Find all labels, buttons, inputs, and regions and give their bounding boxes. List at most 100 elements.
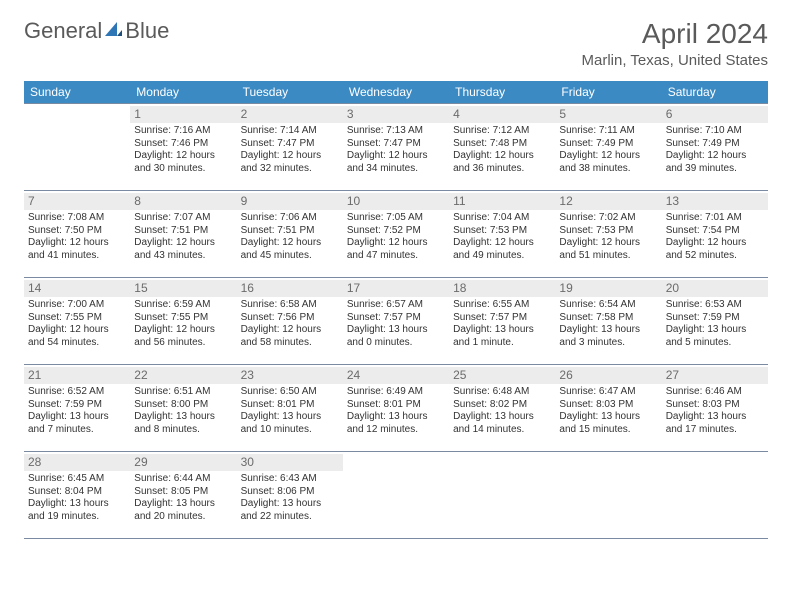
- day-sunrise: Sunrise: 6:53 AM: [666, 299, 764, 312]
- day-sunset: Sunset: 7:51 PM: [241, 225, 339, 238]
- calendar-day: 7Sunrise: 7:08 AMSunset: 7:50 PMDaylight…: [24, 191, 130, 277]
- dow-header: Friday: [555, 81, 661, 103]
- day-daylight2: and 34 minutes.: [347, 163, 445, 176]
- day-sunset: Sunset: 8:05 PM: [134, 486, 232, 499]
- day-sunset: Sunset: 7:46 PM: [134, 138, 232, 151]
- day-sunset: Sunset: 7:47 PM: [347, 138, 445, 151]
- day-sunrise: Sunrise: 7:02 AM: [559, 212, 657, 225]
- day-daylight2: and 56 minutes.: [134, 337, 232, 350]
- day-daylight2: and 45 minutes.: [241, 250, 339, 263]
- calendar-day: 24Sunrise: 6:49 AMSunset: 8:01 PMDayligh…: [343, 365, 449, 451]
- day-sunrise: Sunrise: 6:57 AM: [347, 299, 445, 312]
- dow-header: Monday: [130, 81, 236, 103]
- day-number: 5: [555, 106, 661, 123]
- day-sunset: Sunset: 7:55 PM: [134, 312, 232, 325]
- calendar-day: 30Sunrise: 6:43 AMSunset: 8:06 PMDayligh…: [237, 452, 343, 538]
- day-sunrise: Sunrise: 7:08 AM: [28, 212, 126, 225]
- day-number: 27: [662, 367, 768, 384]
- day-sunset: Sunset: 7:47 PM: [241, 138, 339, 151]
- day-daylight2: and 22 minutes.: [241, 511, 339, 524]
- day-sunset: Sunset: 7:53 PM: [559, 225, 657, 238]
- day-number: 19: [555, 280, 661, 297]
- day-daylight1: Daylight: 12 hours: [559, 150, 657, 163]
- logo-text-general: General: [24, 18, 102, 44]
- dow-header: Sunday: [24, 81, 130, 103]
- day-daylight2: and 43 minutes.: [134, 250, 232, 263]
- day-number: 23: [237, 367, 343, 384]
- calendar-day: 14Sunrise: 7:00 AMSunset: 7:55 PMDayligh…: [24, 278, 130, 364]
- day-sunrise: Sunrise: 7:12 AM: [453, 125, 551, 138]
- day-sunset: Sunset: 7:59 PM: [666, 312, 764, 325]
- day-number: 10: [343, 193, 449, 210]
- day-number: 21: [24, 367, 130, 384]
- day-daylight1: Daylight: 12 hours: [453, 237, 551, 250]
- calendar-day-empty: [449, 452, 555, 538]
- calendar: SundayMondayTuesdayWednesdayThursdayFrid…: [24, 81, 768, 539]
- calendar-day: 16Sunrise: 6:58 AMSunset: 7:56 PMDayligh…: [237, 278, 343, 364]
- day-sunrise: Sunrise: 6:52 AM: [28, 386, 126, 399]
- day-daylight2: and 0 minutes.: [347, 337, 445, 350]
- calendar-day: 12Sunrise: 7:02 AMSunset: 7:53 PMDayligh…: [555, 191, 661, 277]
- day-daylight1: Daylight: 12 hours: [347, 150, 445, 163]
- day-daylight2: and 12 minutes.: [347, 424, 445, 437]
- day-number: 4: [449, 106, 555, 123]
- day-sunrise: Sunrise: 6:49 AM: [347, 386, 445, 399]
- calendar-day: 28Sunrise: 6:45 AMSunset: 8:04 PMDayligh…: [24, 452, 130, 538]
- calendar-day-empty: [24, 104, 130, 190]
- calendar-week: 21Sunrise: 6:52 AMSunset: 7:59 PMDayligh…: [24, 365, 768, 452]
- day-daylight1: Daylight: 13 hours: [28, 411, 126, 424]
- day-sunrise: Sunrise: 7:16 AM: [134, 125, 232, 138]
- calendar-day: 20Sunrise: 6:53 AMSunset: 7:59 PMDayligh…: [662, 278, 768, 364]
- day-daylight1: Daylight: 12 hours: [559, 237, 657, 250]
- day-sunset: Sunset: 8:01 PM: [347, 399, 445, 412]
- day-sunset: Sunset: 7:54 PM: [666, 225, 764, 238]
- day-number: 3: [343, 106, 449, 123]
- day-sunrise: Sunrise: 7:06 AM: [241, 212, 339, 225]
- day-sunset: Sunset: 7:55 PM: [28, 312, 126, 325]
- calendar-day: 22Sunrise: 6:51 AMSunset: 8:00 PMDayligh…: [130, 365, 236, 451]
- day-daylight1: Daylight: 12 hours: [241, 324, 339, 337]
- day-sunset: Sunset: 7:52 PM: [347, 225, 445, 238]
- calendar-day: 26Sunrise: 6:47 AMSunset: 8:03 PMDayligh…: [555, 365, 661, 451]
- day-daylight1: Daylight: 13 hours: [134, 411, 232, 424]
- day-number: 20: [662, 280, 768, 297]
- calendar-day: 29Sunrise: 6:44 AMSunset: 8:05 PMDayligh…: [130, 452, 236, 538]
- logo-sail-icon: [103, 18, 123, 44]
- day-daylight2: and 51 minutes.: [559, 250, 657, 263]
- calendar-day: 6Sunrise: 7:10 AMSunset: 7:49 PMDaylight…: [662, 104, 768, 190]
- day-daylight2: and 58 minutes.: [241, 337, 339, 350]
- day-number: 1: [130, 106, 236, 123]
- dow-header: Saturday: [662, 81, 768, 103]
- day-daylight2: and 30 minutes.: [134, 163, 232, 176]
- day-daylight1: Daylight: 12 hours: [453, 150, 551, 163]
- calendar-day-empty: [343, 452, 449, 538]
- calendar-day: 8Sunrise: 7:07 AMSunset: 7:51 PMDaylight…: [130, 191, 236, 277]
- calendar-week: 28Sunrise: 6:45 AMSunset: 8:04 PMDayligh…: [24, 452, 768, 539]
- day-sunrise: Sunrise: 6:51 AM: [134, 386, 232, 399]
- calendar-week: 7Sunrise: 7:08 AMSunset: 7:50 PMDaylight…: [24, 191, 768, 278]
- day-daylight1: Daylight: 12 hours: [134, 150, 232, 163]
- day-number: 11: [449, 193, 555, 210]
- day-sunrise: Sunrise: 6:50 AM: [241, 386, 339, 399]
- day-number: 22: [130, 367, 236, 384]
- title-block: April 2024 Marlin, Texas, United States: [582, 18, 768, 69]
- day-number: 7: [24, 193, 130, 210]
- day-daylight1: Daylight: 12 hours: [347, 237, 445, 250]
- day-daylight2: and 8 minutes.: [134, 424, 232, 437]
- day-daylight2: and 19 minutes.: [28, 511, 126, 524]
- day-sunrise: Sunrise: 6:47 AM: [559, 386, 657, 399]
- day-daylight1: Daylight: 13 hours: [241, 411, 339, 424]
- calendar-week: 14Sunrise: 7:00 AMSunset: 7:55 PMDayligh…: [24, 278, 768, 365]
- day-sunset: Sunset: 7:56 PM: [241, 312, 339, 325]
- day-daylight2: and 49 minutes.: [453, 250, 551, 263]
- day-sunset: Sunset: 7:58 PM: [559, 312, 657, 325]
- calendar-day: 19Sunrise: 6:54 AMSunset: 7:58 PMDayligh…: [555, 278, 661, 364]
- day-sunset: Sunset: 7:48 PM: [453, 138, 551, 151]
- day-daylight1: Daylight: 12 hours: [134, 237, 232, 250]
- calendar-week: 1Sunrise: 7:16 AMSunset: 7:46 PMDaylight…: [24, 103, 768, 191]
- day-sunset: Sunset: 7:57 PM: [347, 312, 445, 325]
- day-sunrise: Sunrise: 7:01 AM: [666, 212, 764, 225]
- calendar-day: 2Sunrise: 7:14 AMSunset: 7:47 PMDaylight…: [237, 104, 343, 190]
- day-sunrise: Sunrise: 7:04 AM: [453, 212, 551, 225]
- day-number: 14: [24, 280, 130, 297]
